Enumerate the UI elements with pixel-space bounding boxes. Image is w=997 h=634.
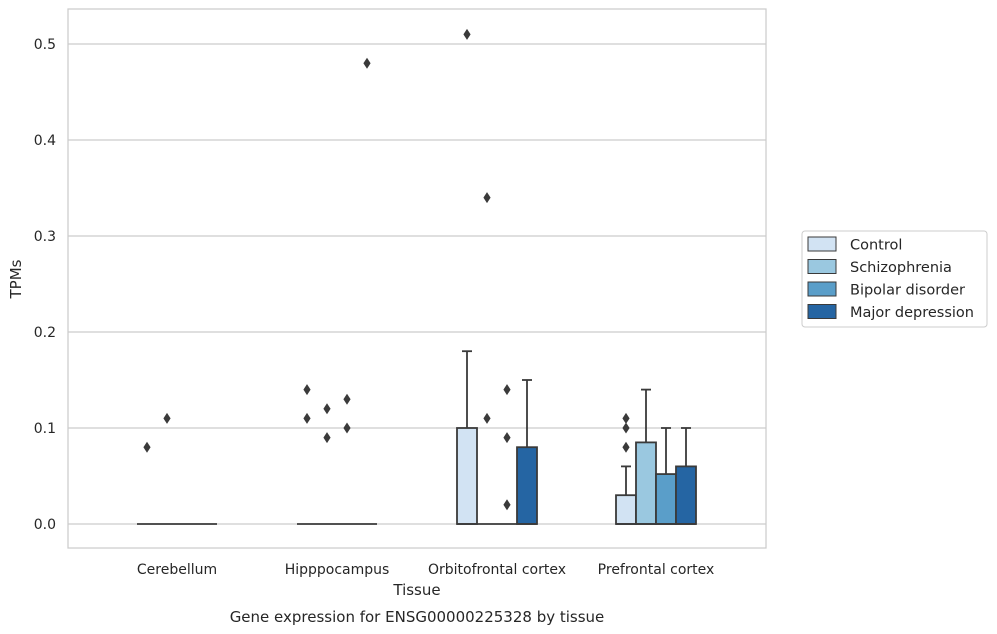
y-tick-label: 0.0: [34, 517, 56, 533]
legend-label: Schizophrenia: [850, 260, 952, 276]
plot-area: [137, 28, 697, 525]
outlier-point: [343, 393, 351, 405]
legend-label: Control: [850, 238, 902, 254]
y-tick-label: 0.1: [34, 421, 56, 437]
outlier-point: [483, 412, 491, 424]
box-control: [297, 384, 317, 525]
box-control: [137, 441, 157, 525]
outlier-point: [503, 384, 511, 396]
legend-label: Bipolar disorder: [850, 283, 965, 299]
outlier-point: [503, 432, 511, 444]
legend: Control Schizophrenia Bipolar disorder Majo…: [801, 230, 988, 328]
axes-frame: [67, 8, 767, 549]
box-body: [655, 473, 677, 525]
box-control: [615, 412, 637, 525]
x-tick-label: Orbitofrontal cortex: [428, 562, 566, 578]
outlier-point: [503, 499, 511, 511]
legend-swatch: [807, 236, 837, 252]
outlier-point: [303, 384, 311, 396]
y-axis-label: TPMs: [7, 259, 25, 299]
outlier-point: [622, 412, 630, 424]
outlier-point: [323, 403, 331, 415]
y-tick-label: 0.3: [34, 229, 56, 245]
outlier-point: [303, 412, 311, 424]
y-tick-label: 0.2: [34, 325, 56, 341]
outlier-point: [463, 28, 471, 40]
box-major-depression: [357, 57, 377, 525]
box-body: [635, 441, 657, 525]
box-schizophrenia: [157, 412, 177, 525]
box-schizophrenia: [477, 192, 497, 525]
box-body: [456, 427, 478, 525]
legend-swatch: [807, 304, 837, 319]
legend-swatch: [807, 259, 837, 274]
box-schizophrenia: [635, 388, 657, 525]
grid-lines: [68, 43, 766, 525]
y-tick-label: 0.4: [34, 133, 56, 149]
outlier-point: [143, 441, 151, 453]
outlier-point: [622, 441, 630, 453]
chart-caption: Gene expression for ENSG00000225328 by t…: [230, 608, 605, 626]
box-major-depression: [675, 427, 697, 525]
box-body: [516, 446, 538, 525]
y-tick-label: 0.5: [34, 37, 56, 53]
box-body: [615, 494, 637, 525]
box-control: [456, 28, 478, 525]
box-bipolar-disorder: [497, 384, 517, 525]
legend-label: Major depression: [850, 305, 974, 321]
box-body: [675, 465, 697, 525]
y-axis-ticks: 0.0 0.1 0.2 0.3 0.4 0.5: [34, 37, 56, 533]
outlier-point: [483, 192, 491, 204]
box-bipolar-disorder: [337, 393, 357, 525]
x-axis-ticks: Cerebellum Hipppocampus Orbitofrontal cort…: [137, 562, 714, 578]
outlier-point: [163, 412, 171, 424]
outlier-point: [622, 422, 630, 434]
box-major-depression: [516, 379, 538, 525]
outlier-point: [363, 57, 371, 69]
x-axis-label: Tissue: [392, 581, 440, 599]
outlier-point: [323, 432, 331, 444]
x-tick-label: Prefrontal cortex: [598, 562, 715, 578]
x-tick-label: Cerebellum: [137, 562, 217, 578]
box-schizophrenia: [317, 403, 337, 525]
outlier-point: [343, 422, 351, 434]
legend-frame: [801, 230, 988, 328]
legend-swatch: [807, 281, 837, 297]
box-bipolar-disorder: [655, 427, 677, 525]
x-tick-label: Hipppocampus: [285, 562, 390, 578]
